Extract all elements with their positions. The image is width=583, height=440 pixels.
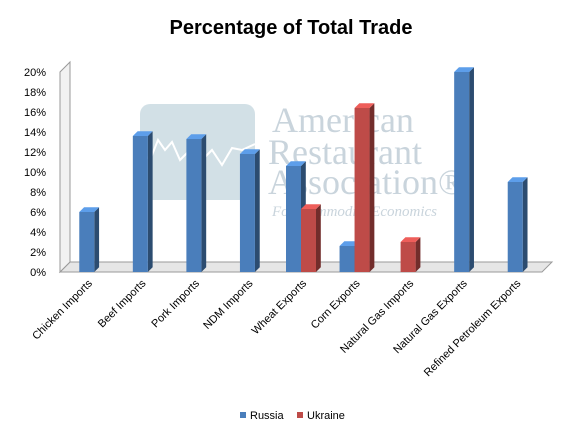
bar-side xyxy=(201,134,207,272)
y-tick-label: 2% xyxy=(30,247,46,259)
bar-top xyxy=(286,161,306,166)
x-tick-label: Pork Imports xyxy=(149,277,202,330)
bar-front xyxy=(239,154,255,272)
bar-russia-chicken-imports xyxy=(79,207,100,272)
bar-side xyxy=(469,67,474,272)
y-tick-label: 18% xyxy=(24,87,46,99)
y-tick-label: 12% xyxy=(24,147,46,159)
y-tick-label: 6% xyxy=(30,207,46,219)
y-tick-label: 16% xyxy=(24,107,46,119)
bar-russia-beef-imports xyxy=(132,131,153,272)
bar-top xyxy=(239,149,260,154)
y-tick-label: 8% xyxy=(30,187,46,199)
bar-side xyxy=(415,237,421,272)
bar-side xyxy=(522,177,528,272)
y-axis: 0% 2% 4% 6% 8% 10% 12% 14% 16% 18% 20% xyxy=(24,67,46,279)
bar-front xyxy=(301,209,316,272)
x-tick-label: Beef Imports xyxy=(96,277,149,330)
legend-swatch-ukraine xyxy=(297,412,303,418)
bar-side xyxy=(147,131,153,272)
bar-russia-refined-petroleum-exports xyxy=(507,177,528,272)
bar-ukraine-natural-gas-imports xyxy=(400,237,421,272)
x-tick-label: Corn Exports xyxy=(309,277,363,331)
bar-russia-pork-imports xyxy=(186,134,207,272)
bar-front xyxy=(507,182,523,272)
y-tick-label: 20% xyxy=(24,67,46,79)
bar-russia-ndm-imports xyxy=(239,149,260,272)
bar-top xyxy=(79,207,100,212)
bar-top xyxy=(354,103,375,108)
legend: Russia Ukraine xyxy=(240,410,345,422)
chart-side-wall xyxy=(59,60,71,274)
bar-front xyxy=(286,166,301,272)
chart-title: Percentage of Total Trade xyxy=(169,17,412,39)
bar-russia-natural-gas-exports xyxy=(454,67,474,272)
bar-side xyxy=(316,204,321,272)
legend-swatch-russia xyxy=(240,412,246,418)
bar-front xyxy=(132,136,148,272)
bars xyxy=(79,67,528,272)
bar-top xyxy=(132,131,153,136)
bar-side xyxy=(94,207,100,272)
x-tick-label: Chicken Imports xyxy=(30,277,95,342)
y-tick-label: 4% xyxy=(30,227,46,239)
bar-front xyxy=(339,246,355,272)
bar-top xyxy=(301,204,321,209)
bar-front xyxy=(400,242,416,272)
legend-label-ukraine: Ukraine xyxy=(307,410,345,422)
bar-top xyxy=(454,67,474,72)
bar-top xyxy=(400,237,421,242)
bar-side xyxy=(369,103,375,272)
bar-top xyxy=(339,241,360,246)
bar-front xyxy=(186,139,202,272)
bar-ukraine-wheat-exports xyxy=(301,204,321,272)
bar-front xyxy=(79,212,95,272)
bar-front xyxy=(354,108,370,272)
bar-front xyxy=(454,72,470,272)
watermark-line-1: American xyxy=(272,100,414,140)
x-axis: Chicken Imports Beef Imports Pork Imports N… xyxy=(30,277,523,379)
bar-ukraine-corn-exports xyxy=(354,103,375,272)
bar-side xyxy=(254,149,260,272)
x-tick-label: Refined Petroleum Exports xyxy=(422,277,524,379)
x-tick-label: NDM Imports xyxy=(201,277,256,332)
bar-top xyxy=(507,177,528,182)
legend-label-russia: Russia xyxy=(250,410,285,422)
bar-top xyxy=(186,134,207,139)
y-tick-label: 14% xyxy=(24,127,46,139)
y-tick-label: 10% xyxy=(24,167,46,179)
y-tick-label: 0% xyxy=(30,267,46,279)
x-tick-label: Wheat Exports xyxy=(250,277,310,337)
